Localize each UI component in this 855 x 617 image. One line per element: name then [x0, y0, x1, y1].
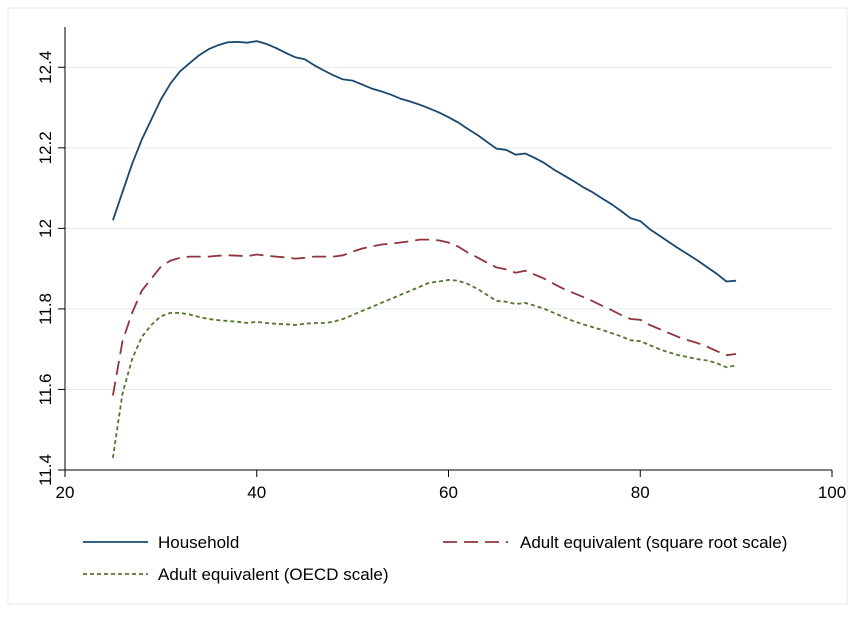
legend-label-square-root: Adult equivalent (square root scale) [520, 533, 787, 552]
tick-labels: 20 40 60 80 100 11.4 11.6 11.8 12 12.2 12.4 [36, 51, 846, 502]
legend-label-oecd: Adult equivalent (OECD scale) [158, 565, 389, 584]
series-line-square-root [112, 238, 737, 396]
series-line-household [112, 40, 737, 283]
axes [58, 27, 833, 477]
y-tick-label: 12.2 [36, 131, 55, 164]
x-tick-label: 60 [439, 483, 458, 502]
x-tick-label: 80 [631, 483, 650, 502]
y-tick-label: 12 [36, 219, 55, 238]
x-tick-label: 20 [56, 483, 75, 502]
y-tick-label: 11.6 [36, 374, 55, 406]
outer-frame [7, 7, 848, 605]
legend-label-household: Household [158, 533, 239, 552]
y-tick-label: 12.4 [36, 51, 55, 84]
series-lines [112, 40, 737, 459]
x-tick-label: 100 [818, 483, 846, 502]
y-tick-label: 11.4 [36, 454, 55, 486]
y-tick-label: 11.8 [36, 293, 55, 325]
x-tick-label: 40 [247, 483, 266, 502]
series-line-oecd [112, 278, 737, 459]
legend: Household Adult equivalent (square root … [83, 533, 787, 584]
